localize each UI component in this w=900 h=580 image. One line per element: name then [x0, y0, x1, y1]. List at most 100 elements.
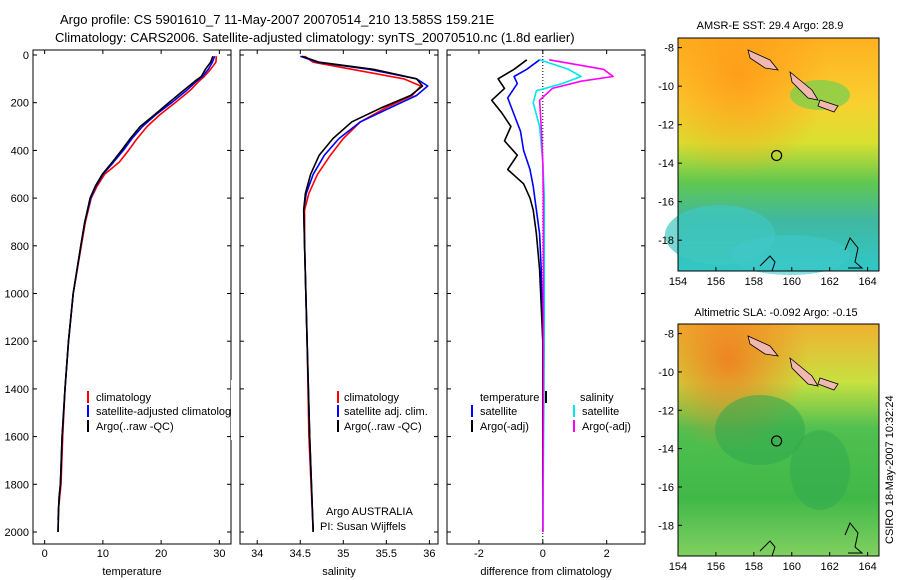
y-tick-label: 1000	[5, 289, 29, 301]
salinity-panel	[239, 49, 439, 545]
legend-argo: Argo(..raw -QC)	[96, 421, 174, 433]
sst-cool-patch	[730, 235, 850, 275]
coastline	[759, 255, 776, 272]
y-tick-label: 0	[23, 50, 29, 62]
y-tick-label: -16	[658, 482, 674, 494]
series-line-satellite-adj-clim-	[300, 55, 429, 533]
x-tick-label: 154	[669, 276, 687, 288]
temperature-marks: 0 10 20 30 0 200 400 600 800 1000 1200 1400 1600 1800…	[5, 50, 231, 560]
sla-map-frame	[677, 323, 880, 557]
argo-position-marker	[771, 149, 783, 162]
y-tick-label: 1800	[5, 479, 29, 491]
y-tick-label: 200	[11, 98, 29, 110]
x-tick-label: -2	[474, 548, 484, 560]
x-tick-label: 160	[783, 561, 801, 573]
series-line-salinity-argo-adj-	[538, 59, 614, 533]
y-tick-label: -16	[658, 197, 674, 209]
salinity-axes-box	[239, 49, 439, 545]
legend-climatology: climatology	[96, 392, 152, 404]
coastline	[759, 540, 776, 557]
temperature-legend: climatology satellite-adjusted climatolo…	[87, 391, 237, 433]
pi-note: PI: Susan Wijffels	[320, 521, 406, 533]
y-tick-label: 1600	[5, 432, 29, 444]
x-tick-label: 34	[251, 548, 263, 560]
legend-clip	[231, 380, 239, 440]
island-shape	[747, 49, 779, 71]
x-tick-label: 162	[821, 561, 839, 573]
x-tick-label: 158	[745, 276, 763, 288]
legend-argo: Argo(..raw -QC)	[344, 421, 422, 433]
x-tick-label: 156	[707, 276, 725, 288]
legend-sal-satellite: satellite	[582, 406, 619, 418]
argo-position-marker	[771, 435, 783, 447]
y-tick-label: -18	[658, 520, 674, 532]
x-tick-label: 156	[707, 561, 725, 573]
island-shape	[789, 356, 819, 387]
sst-map	[665, 37, 880, 275]
y-tick-label: -8	[664, 329, 674, 341]
temperature-xlabel: temperature	[102, 566, 161, 578]
x-tick-label: 0	[540, 548, 546, 560]
sla_map-axes: 154 156 158 160 162 164 -8 -10 -12 -14 -16 -18	[658, 329, 877, 573]
y-tick-label: 600	[11, 193, 29, 205]
y-tick-label: -10	[658, 367, 674, 379]
y-tick-label: -14	[658, 158, 674, 170]
x-tick-label: 164	[858, 276, 876, 288]
x-tick-label: 20	[155, 548, 167, 560]
legend-sat-adj: satellite adj. clim.	[344, 406, 428, 418]
x-tick-label: 0	[42, 548, 48, 560]
sla-map	[677, 323, 880, 557]
difference-xlabel: difference from climatology	[480, 566, 612, 578]
y-tick-label: -12	[658, 120, 674, 132]
sla-low-patch	[715, 395, 805, 465]
series-line-satellite-adjusted-climatology	[57, 55, 216, 533]
series-line-argo-raw-qc-	[57, 55, 214, 533]
legend-temp-satellite: satellite	[480, 406, 517, 418]
x-tick-label: 2	[604, 548, 610, 560]
temperature-panel	[32, 49, 232, 545]
figure-title-line1: Argo profile: CS 5901610_7 11-May-2007 2…	[60, 12, 494, 27]
difference-legend: temperature satellite Argo(-adj) salinit…	[471, 391, 631, 433]
salinity-legend: climatology satellite adj. clim. Argo(..…	[320, 391, 428, 533]
island-shape	[789, 70, 819, 101]
x-tick-label: 10	[97, 548, 109, 560]
y-tick-label: 2000	[5, 527, 29, 539]
legend-temperature-title: temperature	[480, 392, 539, 404]
x-tick-label: 30	[213, 548, 225, 560]
series-line-climatology	[303, 55, 422, 533]
sst-map-title: AMSR-E SST: 29.4 Argo: 28.9	[697, 20, 844, 32]
y-tick-label: -14	[658, 444, 674, 456]
x-tick-label: 162	[821, 276, 839, 288]
island-shape	[817, 377, 839, 391]
x-tick-label: 154	[669, 561, 687, 573]
x-tick-label: 164	[858, 561, 876, 573]
y-tick-label: -18	[658, 235, 674, 247]
x-tick-label: 35	[337, 548, 349, 560]
y-tick-label: 1400	[5, 384, 29, 396]
coastline	[844, 237, 864, 269]
temperature-axes-box	[32, 49, 232, 545]
x-tick-label: 160	[783, 276, 801, 288]
argo-australia-note: Argo AUSTRALIA	[326, 506, 413, 518]
series-line-salinity-satellite	[532, 59, 582, 533]
series-line-temperature-argo-adj-	[490, 59, 544, 532]
legend-temp-argo: Argo(-adj)	[480, 421, 529, 433]
figure-title-line2: Climatology: CARS2006. Satellite-adjuste…	[55, 30, 575, 45]
y-tick-label: 1200	[5, 336, 29, 348]
series-line-argo-raw-qc-	[301, 55, 424, 533]
y-tick-label: -10	[658, 81, 674, 93]
x-tick-label: 36	[423, 548, 435, 560]
x-tick-label: 158	[745, 561, 763, 573]
y-tick-label: 400	[11, 145, 29, 157]
sst_map-axes: 154 156 158 160 162 164 -8 -10 -12 -14 -16 -18	[658, 43, 877, 288]
legend-sal-argo: Argo(-adj)	[582, 421, 631, 433]
series-line-temperature-satellite	[506, 59, 544, 532]
difference-marks: -2 0 2	[447, 50, 645, 560]
y-tick-label: 800	[11, 241, 29, 253]
series-line-climatology	[57, 56, 218, 521]
sla-low-patch	[790, 430, 850, 510]
sla-map-title: Altimetric SLA: -0.092 Argo: -0.15	[694, 307, 857, 319]
salinity-marks: 34 34.5 35 35.5 36	[240, 50, 438, 560]
x-tick-label: 35.5	[376, 548, 397, 560]
